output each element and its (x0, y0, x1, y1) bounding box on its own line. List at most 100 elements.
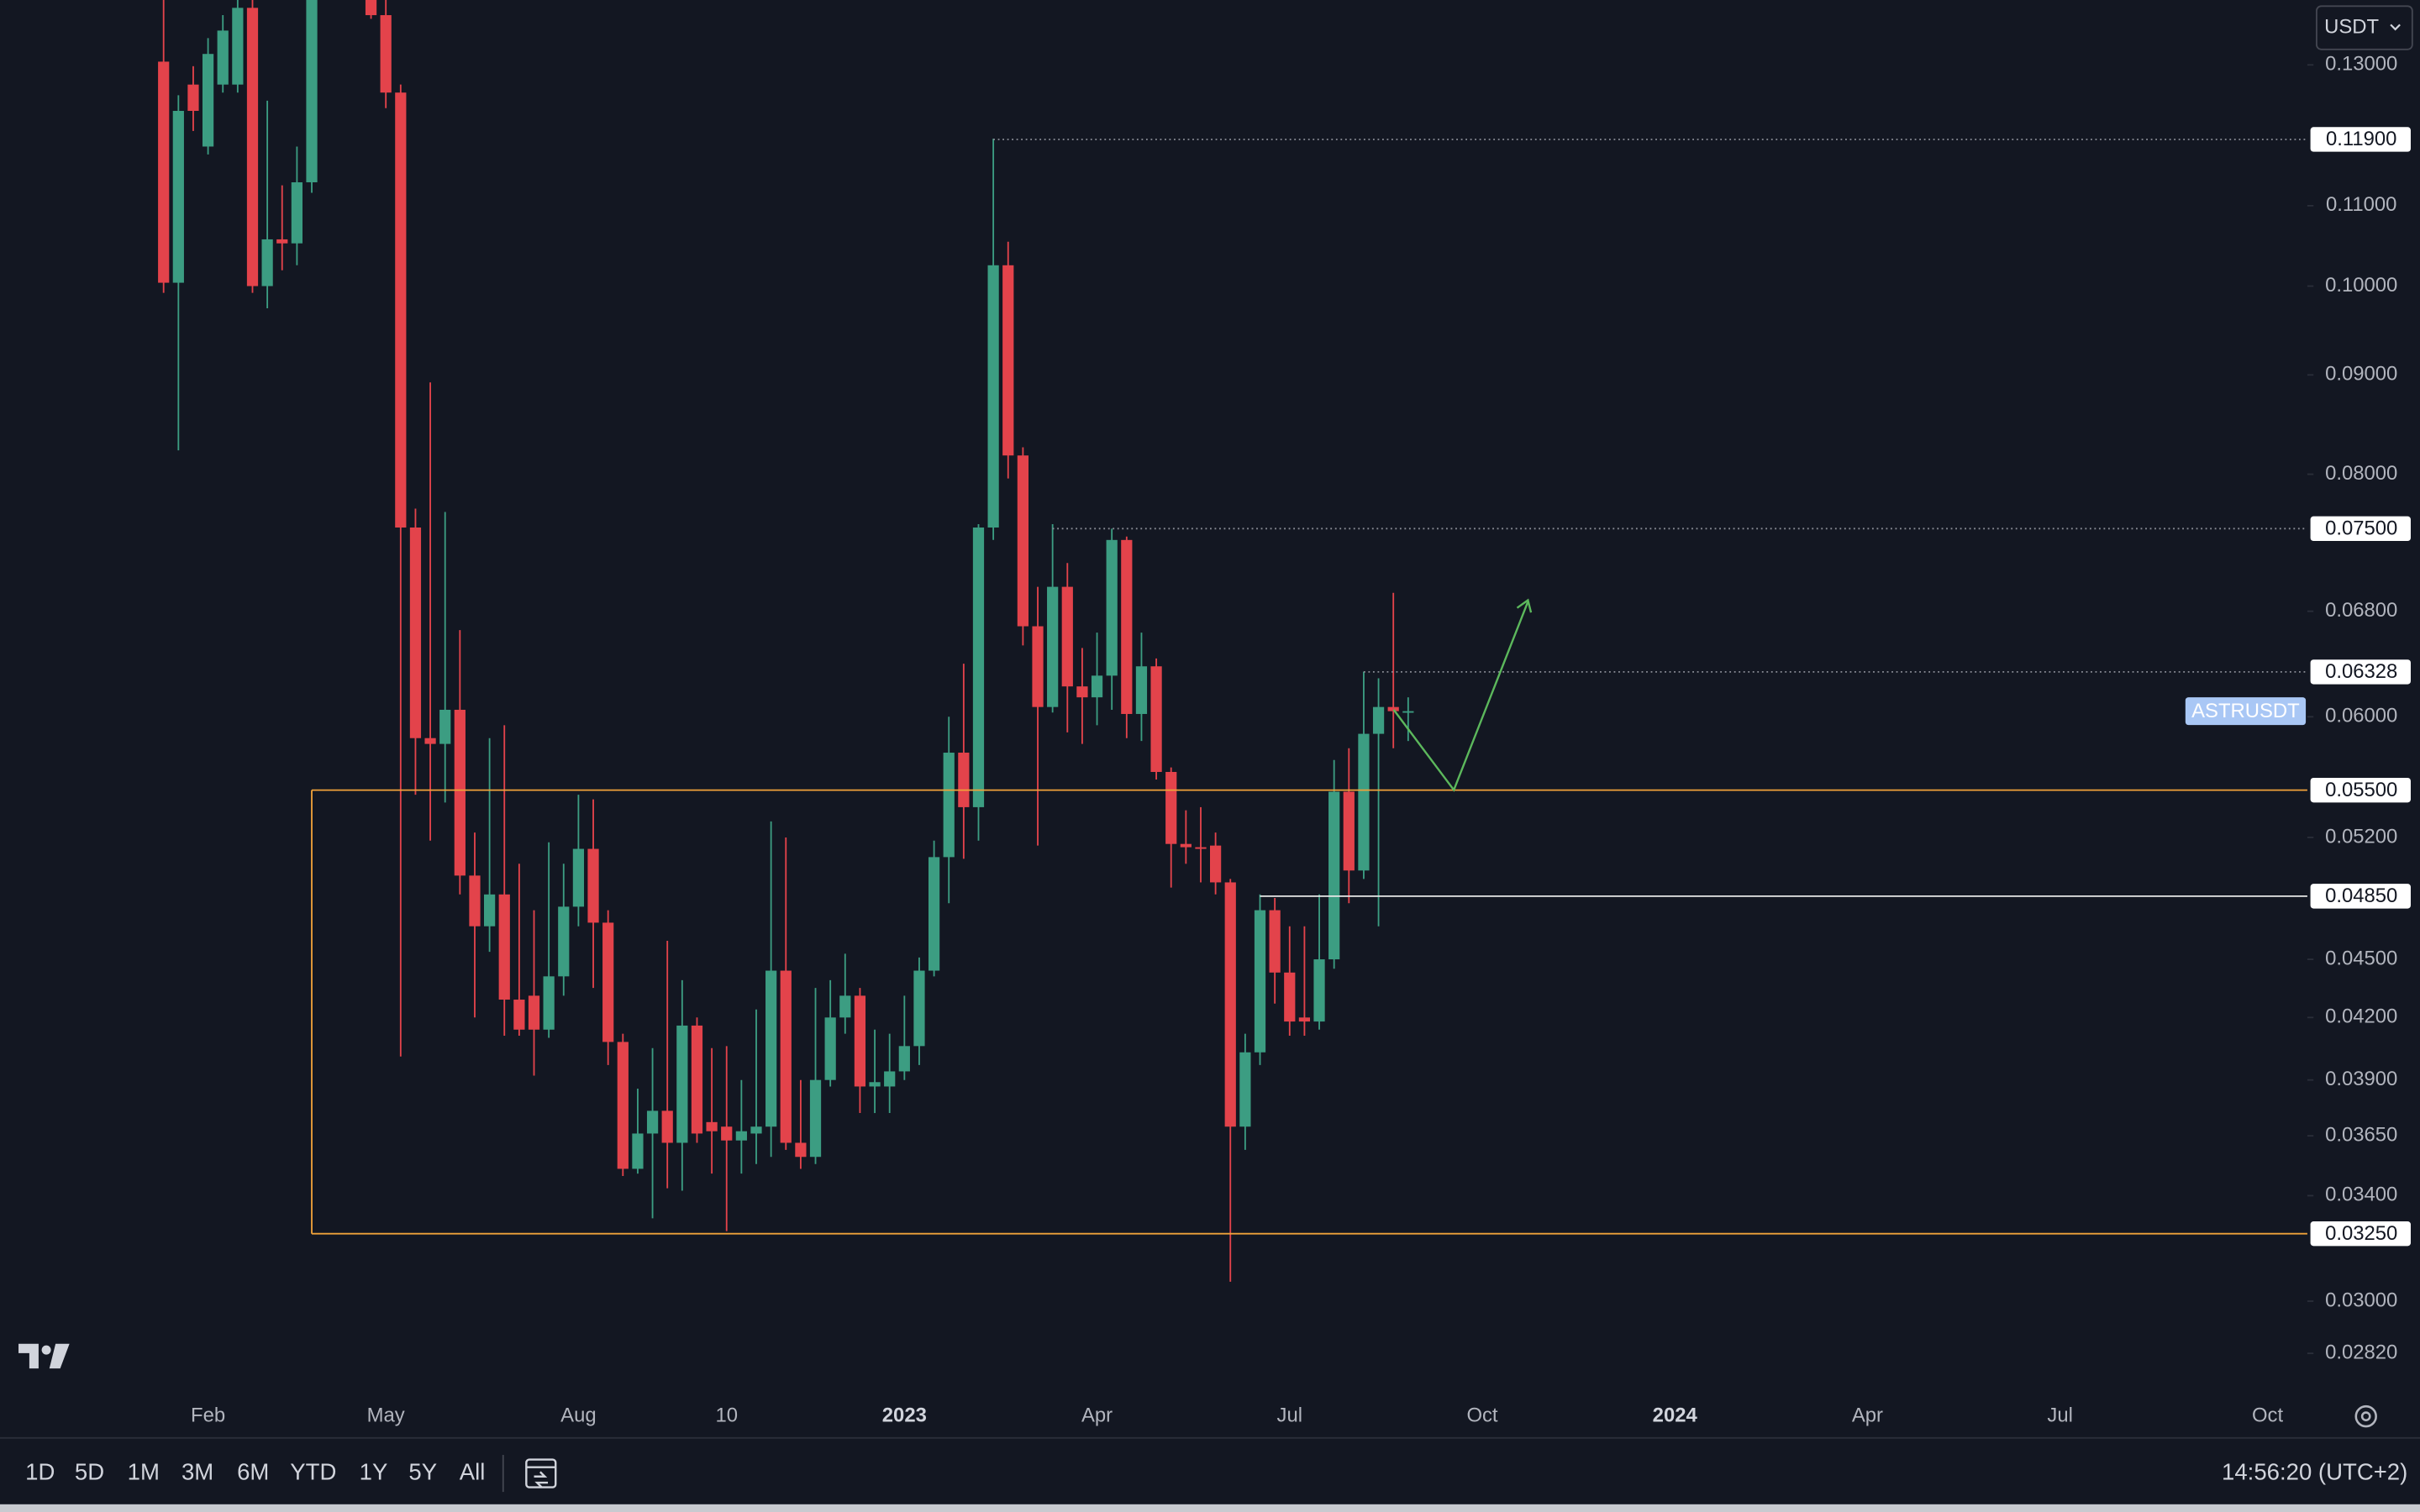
y-tick-label: 0.04200 (2325, 1005, 2397, 1028)
candle-body (1269, 910, 1281, 973)
x-tick-label: Oct (1466, 1404, 1497, 1426)
candle-body (1313, 959, 1325, 1022)
level-label: 0.05500 (2325, 779, 2397, 801)
y-tick-label: 0.03000 (2325, 1289, 2397, 1311)
candle-body (1165, 771, 1177, 844)
candle-body (795, 1142, 807, 1158)
x-tick-label: 10 (715, 1404, 738, 1426)
candle-body (172, 110, 184, 283)
candle-body (1017, 455, 1028, 627)
x-tick-label: May (367, 1404, 405, 1426)
x-tick-label: Apr (1081, 1404, 1113, 1426)
level-label-box (2310, 777, 2411, 803)
candle-body (1343, 791, 1355, 871)
timeframe-button[interactable]: 6M (237, 1458, 269, 1484)
candle-body (913, 970, 925, 1047)
candle-body (246, 8, 259, 286)
y-tick-label: 0.02820 (2325, 1341, 2397, 1363)
candle-body (987, 265, 999, 528)
projection-arrow (1392, 601, 1529, 792)
candle-body (469, 875, 481, 927)
y-tick-label: 0.03400 (2325, 1184, 2397, 1206)
candle-body (424, 738, 436, 744)
timeframe-button[interactable]: 3M (182, 1458, 213, 1484)
candle-body (780, 970, 792, 1143)
calendar-icon[interactable] (525, 1458, 557, 1488)
y-tick-label: 0.08000 (2325, 462, 2397, 485)
candle-body (1047, 586, 1059, 707)
candle-body (602, 922, 614, 1042)
timeframe-button[interactable]: YTD (290, 1458, 336, 1484)
y-tick-label: 0.05200 (2325, 825, 2397, 848)
candle-body (661, 1110, 673, 1143)
candle-body (884, 1071, 896, 1087)
arrow-head (1516, 598, 1533, 613)
y-tick-label: 0.03650 (2325, 1123, 2397, 1146)
timeframe-button[interactable]: 5D (75, 1458, 104, 1484)
candle-body (232, 8, 244, 85)
candle-body (158, 61, 170, 283)
level-label-box (2310, 884, 2411, 909)
candle-body (1254, 910, 1266, 1053)
y-tick-label: 0.03900 (2325, 1068, 2397, 1090)
candle-body (498, 894, 510, 1000)
candle-body (824, 1017, 836, 1080)
candle-body (839, 995, 851, 1018)
candle-body (1358, 733, 1370, 871)
candle-body (765, 970, 777, 1127)
candle-body (1180, 843, 1192, 848)
candle-body (691, 1025, 703, 1134)
settings-icon[interactable] (2354, 1404, 2377, 1428)
candle-body (1121, 539, 1133, 714)
candle-body (1298, 1017, 1311, 1022)
symbol-label: ASTRUSDT (2191, 700, 2300, 722)
candle-body (291, 182, 302, 244)
candle-body (217, 30, 229, 85)
x-tick-label: Feb (191, 1404, 225, 1426)
timeframe-button[interactable]: 1Y (360, 1458, 388, 1484)
timeframe-button[interactable]: 1D (25, 1458, 55, 1484)
y-tick-label: 0.11000 (2326, 193, 2396, 216)
dropdown-chevron (2390, 24, 2401, 31)
candle-body (1091, 675, 1103, 698)
candle-body (202, 54, 214, 147)
candle-body (928, 857, 940, 971)
level-label-box (2310, 127, 2411, 152)
candle-body (632, 1133, 644, 1169)
level-label-box (2310, 1221, 2411, 1247)
candle-body (809, 1079, 822, 1158)
candle-body (898, 1046, 910, 1072)
levels: 0.11900 0.07500 0.06328 0.05500 0.04850 0.032… (311, 127, 2411, 1247)
candle-body (646, 1110, 659, 1134)
candle-body (276, 239, 288, 244)
candle-body (706, 1121, 718, 1131)
candle-body (513, 1000, 525, 1030)
candle-body (528, 995, 540, 1030)
tradingview-logo (18, 1343, 70, 1369)
level-label: 0.11900 (2326, 128, 2396, 150)
candle-body (1284, 972, 1296, 1022)
candle-body (439, 709, 451, 744)
candle-body (1372, 706, 1385, 734)
candle-body (1150, 666, 1162, 772)
x-tick-label: Apr (1852, 1404, 1883, 1426)
candle-body (958, 753, 970, 807)
y-tick-label: 0.04500 (2325, 947, 2397, 969)
level-label-box (2310, 659, 2411, 685)
timeframe-button[interactable]: 1M (128, 1458, 160, 1484)
timeframe-button[interactable]: All (460, 1458, 486, 1484)
candle-body (365, 0, 377, 16)
candle-body (1106, 539, 1118, 676)
candle-body (395, 92, 407, 528)
timeframe-button[interactable]: 5Y (408, 1458, 437, 1484)
y-tick-label: 0.09000 (2325, 363, 2397, 386)
candle-body (187, 84, 199, 111)
currency-label[interactable]: USDT (2324, 15, 2379, 38)
candle-body (1061, 586, 1073, 687)
y-tick-label: 0.06000 (2325, 705, 2397, 727)
currency-button[interactable] (2316, 5, 2413, 50)
candle-body (454, 709, 466, 876)
candle-body (1002, 265, 1014, 456)
